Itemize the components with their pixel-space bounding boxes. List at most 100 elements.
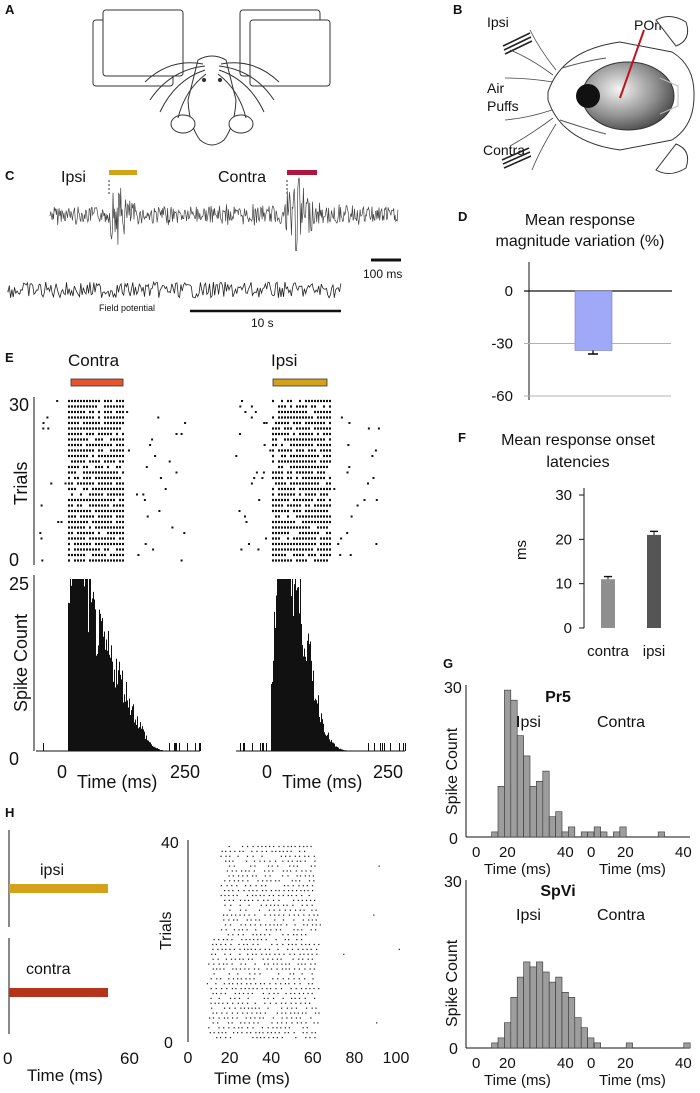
psth-bar xyxy=(43,743,44,751)
h-raster-spike xyxy=(250,1032,252,1034)
h-raster-spike xyxy=(252,875,254,877)
psth-bar xyxy=(330,741,331,751)
h-raster-spike xyxy=(217,948,219,950)
h-raster-spike xyxy=(302,1032,304,1034)
raster-spike xyxy=(263,444,266,446)
h-raster-spike xyxy=(298,992,300,995)
h-raster-spike xyxy=(298,968,300,970)
raster-spike xyxy=(350,515,353,518)
h-raster-spike xyxy=(272,894,274,897)
psth-bar xyxy=(68,602,69,751)
h-raster-spike xyxy=(266,880,268,882)
h-raster-spike xyxy=(264,870,266,872)
h-raster-spike xyxy=(211,953,213,955)
h-raster-spike xyxy=(257,880,259,882)
h-raster-spike xyxy=(249,885,252,887)
h-raster-spike xyxy=(295,1037,297,1039)
g-top-ipsi-xtick: 20 xyxy=(499,844,516,861)
h-raster-spike xyxy=(303,914,305,916)
h-raster-spike xyxy=(257,845,259,848)
h-raster-spike xyxy=(252,899,254,901)
h-raster-spike xyxy=(311,992,313,995)
h-raster-spike xyxy=(210,1002,212,1004)
h-raster-spike xyxy=(288,939,290,941)
h-raster-spike xyxy=(282,934,284,936)
h-raster-spike xyxy=(221,1012,223,1014)
h-raster-spike xyxy=(298,855,301,857)
psth-bar xyxy=(117,684,118,751)
psth-bar xyxy=(86,579,87,751)
psth-bar xyxy=(288,579,289,751)
raster-spike xyxy=(263,422,266,424)
psth-bar xyxy=(403,743,404,751)
h-raster-spike xyxy=(213,1032,215,1034)
panel-f-ylabel: ms xyxy=(513,540,530,560)
h-raster-spike xyxy=(253,968,256,970)
h-raster-spike xyxy=(272,997,275,999)
psth-bar xyxy=(133,704,134,751)
h-raster-spike xyxy=(257,1022,259,1024)
h-raster-spike xyxy=(398,948,400,950)
h-raster-spike xyxy=(238,1027,240,1029)
h-raster-spike xyxy=(229,909,231,911)
psth-bar xyxy=(285,579,286,751)
psth-bar xyxy=(263,743,264,751)
psth-bar xyxy=(120,674,121,751)
field-potential-trace xyxy=(7,280,342,299)
psth-bar xyxy=(83,579,84,751)
h-raster-spike xyxy=(282,875,284,877)
h-raster-spike xyxy=(315,1007,317,1009)
h-raster-spike xyxy=(256,1012,258,1014)
h-raster-spike xyxy=(263,899,265,901)
h-raster-spike xyxy=(294,855,296,857)
h-raster-spike xyxy=(246,1032,248,1034)
panel-h-trials-label: Trials xyxy=(158,911,175,950)
h-raster-spike xyxy=(237,880,240,882)
h-raster-spike xyxy=(237,978,239,980)
h-raster-spike xyxy=(225,1032,227,1034)
g-bottom-ipsi-xtick: 20 xyxy=(499,1055,516,1072)
psth-bar xyxy=(152,746,153,751)
h-raster-spike xyxy=(283,845,285,848)
h-raster-spike xyxy=(269,934,271,936)
h-raster-spike xyxy=(288,890,290,892)
h-raster-spike xyxy=(236,919,238,921)
h-raster-spike xyxy=(274,1032,276,1034)
h-raster-spike xyxy=(283,904,285,906)
magnitude-bar-chart: 0 -30 -60 xyxy=(491,262,672,405)
psth-bar xyxy=(103,636,104,751)
h-raster-spike xyxy=(256,988,258,990)
g-top-contra-xlabel: Time (ms) xyxy=(599,861,666,878)
h-raster-spike xyxy=(225,1037,227,1039)
h-raster-spike xyxy=(227,934,229,936)
h-raster-spike xyxy=(237,890,240,892)
psth-bar xyxy=(139,727,140,751)
h-raster-spike xyxy=(251,1007,253,1009)
h-raster-spike xyxy=(285,1022,287,1024)
psth-bar xyxy=(295,579,296,751)
g-top-contra-xtick: 40 xyxy=(675,844,692,861)
h-raster-spike xyxy=(291,1022,293,1024)
h-raster-spike xyxy=(231,988,233,990)
h-raster-spike xyxy=(270,1032,272,1034)
h-raster-spike xyxy=(275,850,277,852)
psth-bar xyxy=(382,743,383,751)
time-scale-label: 100 ms xyxy=(363,267,402,281)
ipsi-stimulus-bar-e xyxy=(272,378,328,387)
h-raster-spike xyxy=(254,1002,256,1004)
h-raster-spike xyxy=(299,845,301,848)
psth-bar xyxy=(85,579,86,751)
psth-bar xyxy=(328,732,329,751)
h-raster-spike xyxy=(241,870,243,872)
h-raster-spike xyxy=(310,1017,312,1019)
h-raster-spike xyxy=(303,953,305,955)
psth-bar xyxy=(97,654,98,751)
h-raster-spike xyxy=(276,1022,279,1024)
raster-spike xyxy=(348,422,351,424)
h-raster-spike xyxy=(259,948,261,950)
psth-bar xyxy=(262,743,263,751)
h-raster-spike xyxy=(278,953,280,955)
psth-bar xyxy=(278,579,279,751)
panel-g-contra-label-bottom: Contra xyxy=(597,907,645,924)
h-raster-spike xyxy=(290,850,292,852)
